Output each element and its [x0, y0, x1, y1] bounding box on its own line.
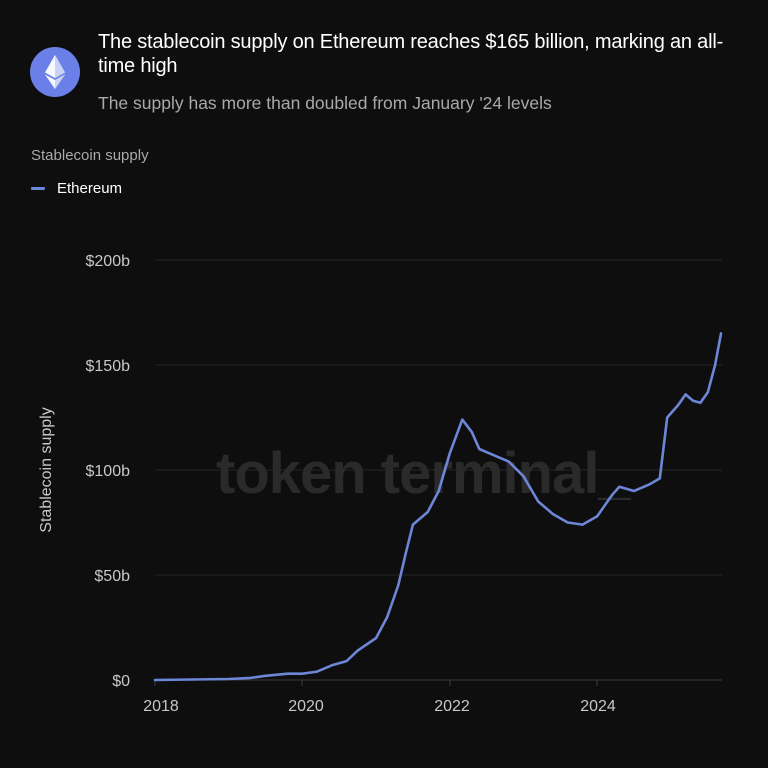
watermark: token terminal_ — [216, 441, 631, 506]
chart-subtitle: The supply has more than doubled from Ja… — [98, 93, 552, 113]
legend-item-ethereum[interactable]: Ethereum — [31, 180, 122, 197]
legend-label: Ethereum — [57, 180, 123, 197]
x-axis: 2018 2020 2022 2024 — [143, 698, 616, 715]
svg-text:$150b: $150b — [86, 358, 131, 375]
svg-text:2022: 2022 — [434, 698, 470, 715]
svg-text:$100b: $100b — [86, 463, 131, 480]
svg-text:2024: 2024 — [580, 698, 616, 715]
svg-text:$0: $0 — [112, 673, 130, 690]
svg-text:2020: 2020 — [288, 698, 324, 715]
gridlines — [154, 259, 722, 686]
y-axis-title: Stablecoin supply — [38, 407, 55, 532]
chart-title: The stablecoin supply on Ethereum reache… — [98, 31, 724, 77]
svg-text:2018: 2018 — [143, 698, 179, 715]
legend-swatch — [31, 187, 45, 190]
ethereum-logo-icon — [30, 47, 80, 97]
metric-label: Stablecoin supply — [31, 147, 149, 164]
svg-text:$200b: $200b — [86, 253, 131, 270]
y-axis: $200b $150b $100b $50b $0 Stablecoin sup… — [38, 253, 130, 690]
svg-text:$50b: $50b — [94, 568, 130, 585]
ethereum-series-line — [153, 332, 723, 682]
